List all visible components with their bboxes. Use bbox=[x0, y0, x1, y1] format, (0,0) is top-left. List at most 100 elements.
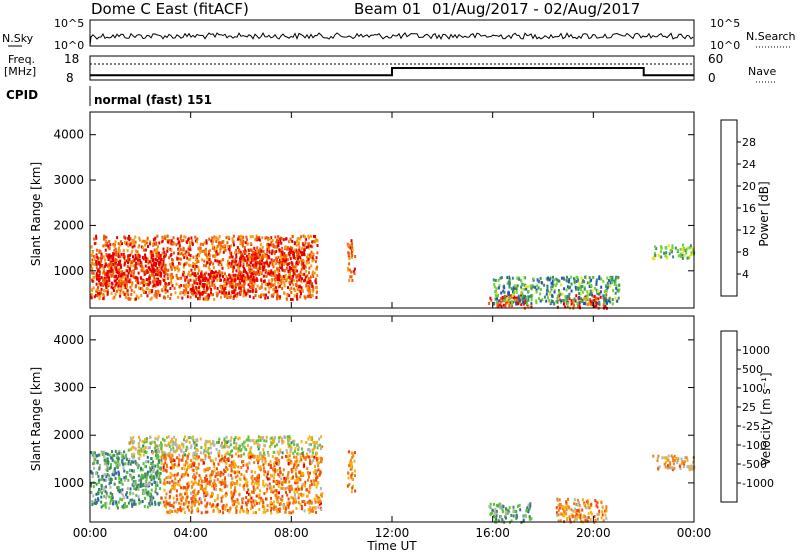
velocity-cell bbox=[252, 500, 255, 504]
velocity-cell bbox=[213, 487, 216, 491]
velocity-cell bbox=[100, 495, 103, 499]
power-cell bbox=[520, 291, 523, 295]
power-cell bbox=[203, 276, 206, 280]
velocity-cell bbox=[96, 461, 99, 465]
power-cell bbox=[677, 254, 680, 258]
velocity-cell bbox=[108, 482, 111, 486]
power-cell bbox=[161, 251, 164, 255]
power-cell bbox=[294, 266, 297, 270]
velocity-cell bbox=[269, 505, 272, 509]
power-cell bbox=[183, 256, 186, 260]
velocity-cell bbox=[522, 514, 525, 518]
power-cell bbox=[193, 272, 196, 276]
velocity-cell bbox=[159, 501, 162, 505]
power-cell bbox=[288, 268, 291, 272]
power-cell bbox=[139, 260, 142, 264]
power-ytick-label: 1000 bbox=[53, 264, 84, 278]
power-cell bbox=[574, 285, 577, 289]
velocity-cell bbox=[155, 452, 158, 455]
power-cell bbox=[117, 253, 120, 257]
velocity-cell bbox=[227, 473, 230, 477]
velocity-cell bbox=[268, 486, 271, 490]
power-cell bbox=[231, 285, 234, 289]
power-cell bbox=[311, 284, 314, 288]
power-cell bbox=[581, 299, 584, 303]
power-cell bbox=[213, 266, 215, 270]
velocity-cell bbox=[204, 489, 207, 493]
power-cell bbox=[160, 257, 163, 261]
power-cell bbox=[293, 252, 295, 256]
power-cell bbox=[665, 256, 668, 260]
power-cell bbox=[249, 275, 252, 279]
velocity-cell bbox=[226, 467, 228, 471]
power-cell bbox=[522, 296, 525, 300]
velocity-cell bbox=[349, 467, 352, 471]
velocity-cell bbox=[103, 450, 106, 454]
power-cell bbox=[293, 278, 296, 282]
velocity-cell bbox=[298, 487, 301, 491]
velocity-cell bbox=[193, 500, 196, 504]
power-cell bbox=[158, 273, 161, 277]
velocity-cell bbox=[248, 461, 251, 465]
power-cell bbox=[284, 255, 287, 259]
power-cell bbox=[514, 290, 517, 293]
velocity-cell bbox=[308, 448, 311, 452]
power-cell bbox=[556, 297, 559, 301]
power-cell bbox=[169, 276, 172, 279]
power-cell bbox=[267, 290, 270, 294]
power-cell bbox=[113, 275, 116, 279]
power-cell bbox=[229, 255, 231, 259]
velocity-cell bbox=[302, 454, 305, 458]
power-cell bbox=[247, 276, 250, 280]
power-cell bbox=[143, 272, 146, 276]
velocity-cell bbox=[277, 440, 280, 444]
power-cell bbox=[312, 275, 315, 278]
power-cell bbox=[549, 276, 552, 280]
power-cell bbox=[144, 264, 147, 268]
power-cell bbox=[104, 273, 106, 277]
power-cell bbox=[295, 293, 298, 296]
power-cell bbox=[131, 281, 134, 285]
velocity-cell bbox=[228, 464, 231, 468]
power-cell bbox=[588, 281, 590, 285]
power-cell bbox=[143, 248, 146, 252]
power-cell bbox=[267, 270, 270, 274]
velocity-cell bbox=[151, 440, 154, 444]
power-cell bbox=[513, 296, 516, 300]
power-cell bbox=[122, 290, 125, 294]
velocity-cell bbox=[204, 498, 206, 502]
power-cell bbox=[515, 296, 518, 300]
power-cell bbox=[164, 267, 167, 271]
velocity-cell bbox=[213, 462, 216, 466]
power-cell bbox=[251, 282, 253, 285]
power-cell bbox=[583, 280, 586, 284]
power-cell bbox=[104, 248, 107, 252]
power-cell bbox=[93, 275, 96, 279]
velocity-cell bbox=[116, 506, 119, 510]
velocity-cell bbox=[114, 461, 117, 465]
power-cell bbox=[582, 279, 584, 283]
power-cell bbox=[227, 259, 229, 263]
velocity-cell bbox=[279, 435, 282, 439]
power-cell bbox=[123, 263, 126, 267]
power-cell bbox=[263, 261, 266, 265]
power-cell bbox=[281, 268, 284, 272]
velocity-cell bbox=[273, 473, 276, 476]
velocity-cell bbox=[153, 464, 156, 468]
velocity-cell bbox=[512, 509, 515, 513]
power-cell bbox=[495, 287, 498, 291]
velocity-cell bbox=[270, 442, 273, 446]
velocity-cell bbox=[316, 461, 319, 465]
power-cell bbox=[575, 294, 578, 298]
velocity-cell bbox=[168, 490, 171, 494]
velocity-cell bbox=[266, 487, 269, 491]
velocity-cell bbox=[233, 438, 236, 442]
velocity-cell bbox=[287, 471, 290, 475]
velocity-cell bbox=[253, 503, 256, 507]
velocity-cell bbox=[114, 477, 117, 480]
power-cell bbox=[316, 265, 319, 269]
velocity-cell bbox=[168, 503, 171, 507]
velocity-cell bbox=[141, 500, 144, 503]
velocity-cell bbox=[153, 476, 155, 480]
power-cell bbox=[226, 294, 229, 298]
